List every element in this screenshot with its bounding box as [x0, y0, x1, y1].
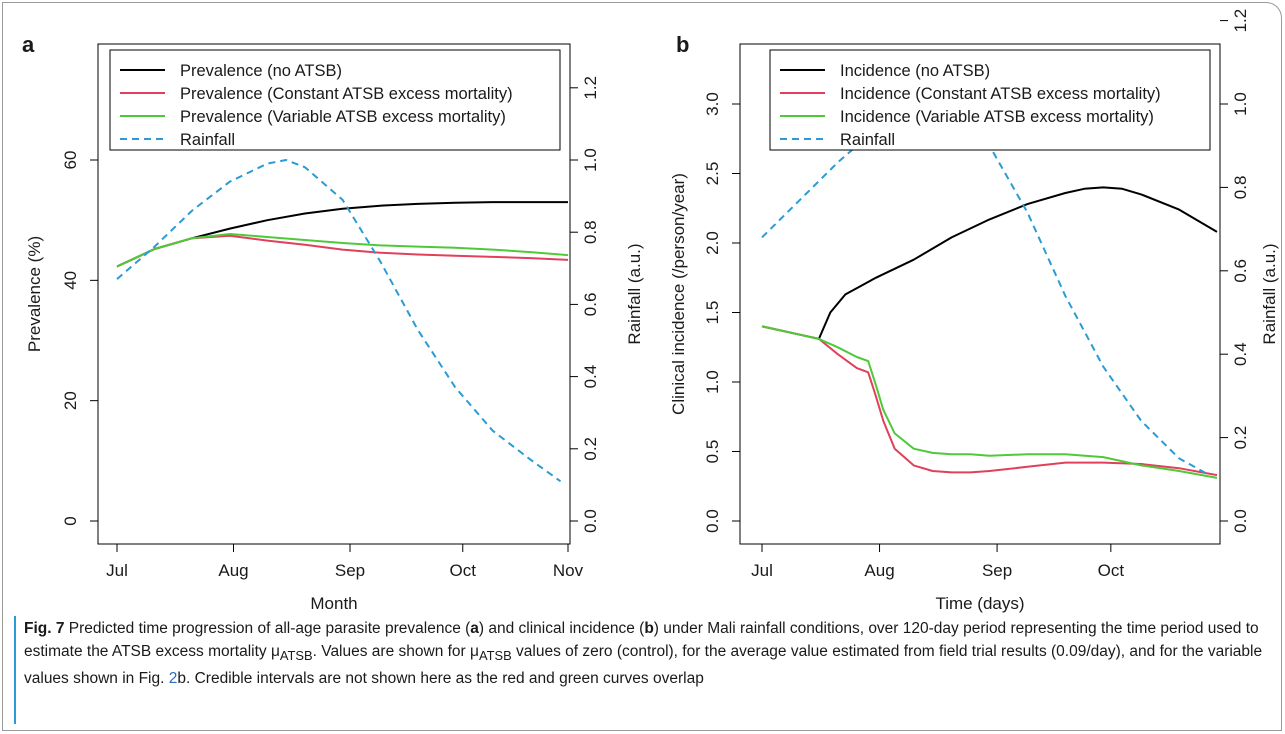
y-tick-label: 0: [61, 516, 80, 525]
caption-text-5: values of zero (control), for the averag…: [24, 643, 1263, 688]
x-tick-label: Aug: [864, 561, 894, 580]
y2-tick-label: 0.6: [581, 293, 600, 317]
y2-axis-title: Rainfall (a.u.): [625, 243, 644, 344]
y-tick-label: 0.0: [703, 509, 722, 533]
legend-box: [109, 49, 561, 151]
legend-label: Rainfall: [840, 131, 895, 149]
y2-tick-label: 0.0: [1231, 509, 1250, 533]
y2-tick-label: 0.0: [581, 509, 600, 533]
x-tick-label: Jul: [106, 561, 128, 580]
caption-text-4: . Values are shown for μ: [312, 643, 479, 660]
y-axis-title: Prevalence (%): [25, 236, 44, 352]
caption-bold-a: a: [470, 620, 479, 637]
y2-tick-label: 1.0: [1231, 92, 1250, 116]
y-tick-label: 20: [61, 391, 80, 410]
panel-letter: a: [22, 32, 35, 57]
x-tick-label: Sep: [335, 561, 365, 580]
caption-fig-label: Fig. 7: [24, 620, 65, 637]
panel-b-chart: 0.0 0.5 1.0 1.5 2.0 2.5 3.0 0.0 0.2 0.4 0.6 0.8 1.0 1…: [669, 9, 1279, 613]
y-tick-label: 3.0: [703, 92, 722, 116]
panel-a-chart: 0 20 40 60 0.0 0.2 0.4 0.6 0.8 1.0 1.2 Jul Aug Sep Oct…: [22, 32, 644, 613]
y-tick-label: 40: [61, 271, 80, 290]
series-line-0: [761, 186, 1218, 340]
legend-box: [769, 49, 1211, 151]
caption-text-2: ) and clinical incidence (: [478, 620, 645, 637]
y2-tick-label: 0.4: [581, 365, 600, 389]
caption-sub-2: ATSB: [478, 648, 512, 664]
legend-label: Incidence (Variable ATSB excess mortalit…: [840, 108, 1154, 126]
series-line-1: [761, 325, 1218, 477]
y2-tick-label: 1.2: [581, 76, 600, 100]
x-tick-label: Oct: [450, 561, 477, 580]
y2-tick-label: 0.6: [1231, 259, 1250, 283]
y2-tick-label: 0.8: [1231, 176, 1250, 200]
x-tick-label: Oct: [1098, 561, 1125, 580]
y-tick-label: 0.5: [703, 440, 722, 464]
y2-tick-label: 0.2: [581, 437, 600, 461]
y2-tick-label: 1.2: [1231, 9, 1250, 33]
series-line-3: [116, 159, 562, 483]
legend-label: Incidence (no ATSB): [840, 62, 990, 80]
y-tick-label: 1.0: [703, 370, 722, 394]
figure-caption: Fig. 7 Predicted time progression of all…: [24, 617, 1269, 690]
y-tick-label: 1.5: [703, 301, 722, 325]
y-tick-label: 2.0: [703, 231, 722, 255]
legend-label: Prevalence (Constant ATSB excess mortali…: [180, 85, 513, 103]
x-tick-label: Aug: [218, 561, 248, 580]
legend-label: Prevalence (no ATSB): [180, 62, 342, 80]
x-tick-label: Nov: [553, 561, 584, 580]
x-axis-title: Time (days): [935, 594, 1024, 613]
legend-label: Prevalence (Variable ATSB excess mortali…: [180, 108, 506, 126]
series-line-3: [761, 103, 1210, 476]
x-axis-title: Month: [310, 594, 357, 613]
caption-text-1: Predicted time progression of all-age pa…: [64, 620, 471, 637]
x-tick-label: Jul: [751, 561, 773, 580]
series-line-2: [116, 233, 569, 268]
legend-label: Rainfall: [180, 131, 235, 149]
y-tick-label: 2.5: [703, 162, 722, 186]
y2-tick-label: 1.0: [581, 148, 600, 172]
caption-text-3: ) under Mali rainfall conditions, over 1…: [24, 620, 1259, 660]
y2-tick-label: 0.2: [1231, 426, 1250, 450]
y2-tick-label: 0.4: [1231, 342, 1250, 366]
y-axis-title: Clinical incidence (/person/year): [669, 173, 688, 415]
y-tick-label: 60: [61, 151, 80, 170]
panel-letter: b: [676, 32, 689, 57]
caption-rule: [14, 616, 16, 724]
figure-plots: 0 20 40 60 0.0 0.2 0.4 0.6 0.8 1.0 1.2 Jul Aug Sep Oct…: [22, 9, 1279, 613]
series-line-2: [761, 325, 1218, 479]
x-tick-label: Sep: [982, 561, 1012, 580]
legend-label: Incidence (Constant ATSB excess mortalit…: [840, 85, 1161, 103]
y2-tick-label: 0.8: [581, 220, 600, 244]
caption-bold-b: b: [644, 620, 654, 637]
caption-text-6: b. Credible intervals are not shown here…: [177, 670, 704, 688]
y2-axis-title: Rainfall (a.u.): [1260, 243, 1279, 344]
caption-figure-link[interactable]: 2: [168, 670, 178, 688]
caption-sub-1: ATSB: [279, 648, 313, 664]
